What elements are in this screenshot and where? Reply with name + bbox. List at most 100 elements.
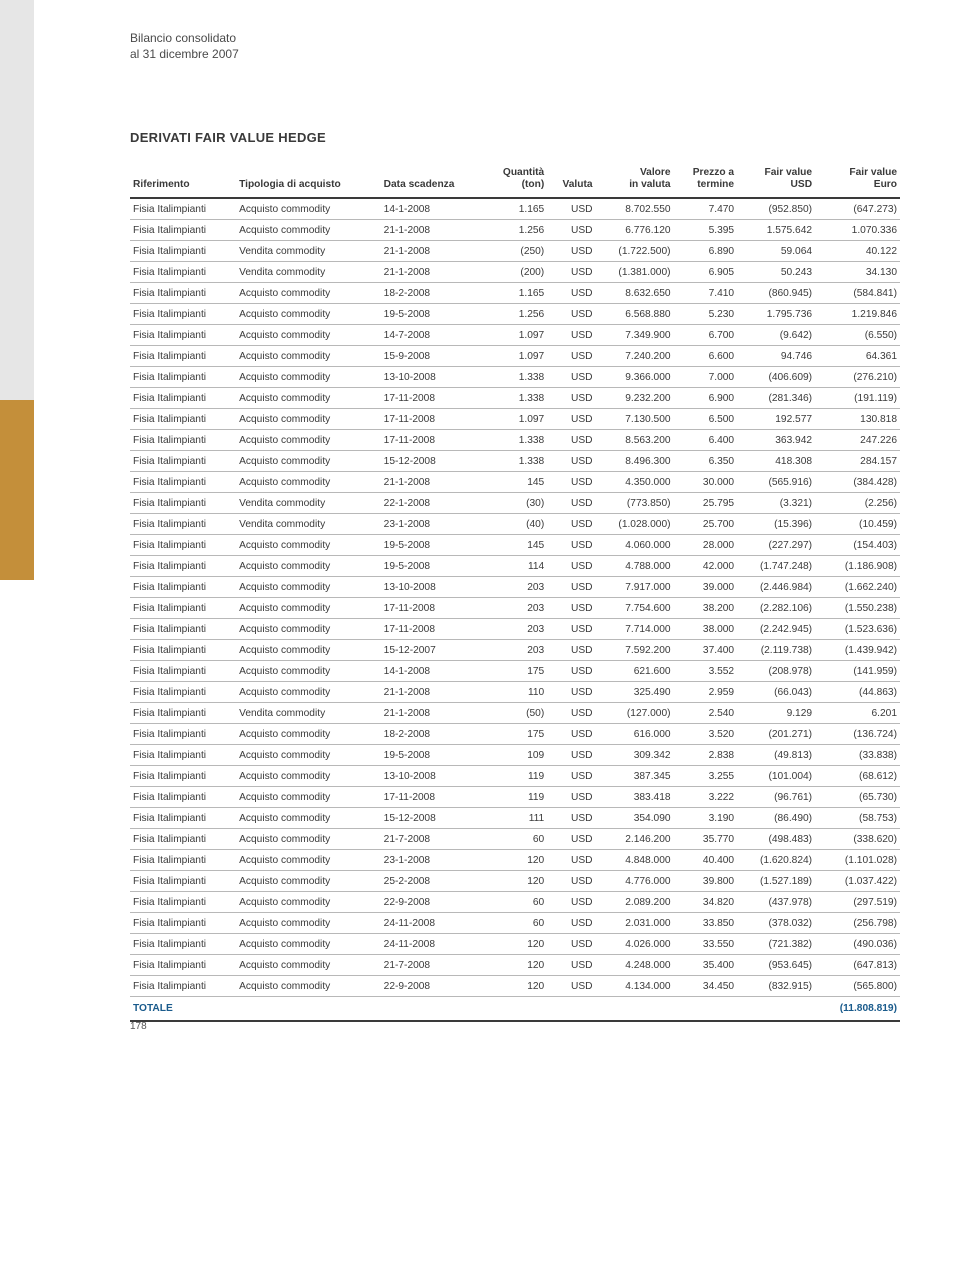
table-cell: 19-5-2008 xyxy=(381,556,484,577)
table-cell: (1.550.238) xyxy=(815,598,900,619)
table-cell: Fisia Italimpianti xyxy=(130,724,236,745)
table-row: Fisia ItalimpiantiAcquisto commodity24-1… xyxy=(130,934,900,955)
table-cell: (565.800) xyxy=(815,976,900,997)
table-cell: Fisia Italimpianti xyxy=(130,976,236,997)
table-cell: Fisia Italimpianti xyxy=(130,430,236,451)
total-label: TOTALE xyxy=(130,997,815,1022)
table-cell: Fisia Italimpianti xyxy=(130,409,236,430)
table-cell: 25.700 xyxy=(674,514,738,535)
table-cell: 1.575.642 xyxy=(737,220,815,241)
table-cell: 60 xyxy=(484,913,548,934)
table-cell: (33.838) xyxy=(815,745,900,766)
table-cell: 2.031.000 xyxy=(596,913,674,934)
table-cell: (1.186.908) xyxy=(815,556,900,577)
table-cell: 22-1-2008 xyxy=(381,493,484,514)
table-cell: (721.382) xyxy=(737,934,815,955)
table-cell: 247.226 xyxy=(815,430,900,451)
table-cell: 9.232.200 xyxy=(596,388,674,409)
table-cell: Fisia Italimpianti xyxy=(130,556,236,577)
table-cell: 387.345 xyxy=(596,766,674,787)
table-cell: 15-12-2008 xyxy=(381,808,484,829)
table-row: Fisia ItalimpiantiAcquisto commodity19-5… xyxy=(130,556,900,577)
table-cell: 18-2-2008 xyxy=(381,724,484,745)
table-cell: 6.400 xyxy=(674,430,738,451)
table-row: Fisia ItalimpiantiAcquisto commodity13-1… xyxy=(130,577,900,598)
table-cell: 24-11-2008 xyxy=(381,934,484,955)
table-cell: 23-1-2008 xyxy=(381,514,484,535)
table-cell: Fisia Italimpianti xyxy=(130,598,236,619)
table-cell: 325.490 xyxy=(596,682,674,703)
table-cell: (68.612) xyxy=(815,766,900,787)
table-row: Fisia ItalimpiantiAcquisto commodity17-1… xyxy=(130,430,900,451)
column-header: Valorein valuta xyxy=(596,163,674,198)
table-cell: (647.273) xyxy=(815,198,900,220)
table-cell: 3.190 xyxy=(674,808,738,829)
table-cell: 3.255 xyxy=(674,766,738,787)
table-cell: 21-1-2008 xyxy=(381,682,484,703)
table-cell: 7.470 xyxy=(674,198,738,220)
table-cell: 21-7-2008 xyxy=(381,955,484,976)
table-cell: 60 xyxy=(484,829,548,850)
table-cell: Fisia Italimpianti xyxy=(130,493,236,514)
table-cell: 13-10-2008 xyxy=(381,367,484,388)
table-cell: 6.776.120 xyxy=(596,220,674,241)
table-row: Fisia ItalimpiantiAcquisto commodity25-2… xyxy=(130,871,900,892)
table-cell: Vendita commodity xyxy=(236,493,381,514)
table-cell: 145 xyxy=(484,535,548,556)
table-row: Fisia ItalimpiantiAcquisto commodity15-1… xyxy=(130,640,900,661)
table-cell: Fisia Italimpianti xyxy=(130,892,236,913)
table-cell: 1.070.336 xyxy=(815,220,900,241)
table-cell: 14-1-2008 xyxy=(381,661,484,682)
table-cell: 21-1-2008 xyxy=(381,703,484,724)
table-cell: USD xyxy=(547,388,595,409)
table-cell: USD xyxy=(547,892,595,913)
table-cell: USD xyxy=(547,556,595,577)
table-cell: 17-11-2008 xyxy=(381,409,484,430)
column-header: Fair valueEuro xyxy=(815,163,900,198)
table-cell: USD xyxy=(547,367,595,388)
table-cell: 175 xyxy=(484,724,548,745)
table-row: Fisia ItalimpiantiAcquisto commodity15-9… xyxy=(130,346,900,367)
table-cell: (201.271) xyxy=(737,724,815,745)
table-cell: USD xyxy=(547,724,595,745)
table-cell: Fisia Italimpianti xyxy=(130,451,236,472)
table-cell: (490.036) xyxy=(815,934,900,955)
table-cell: 21-1-2008 xyxy=(381,262,484,283)
table-cell: 14-7-2008 xyxy=(381,325,484,346)
table-cell: (96.761) xyxy=(737,787,815,808)
table-cell: USD xyxy=(547,829,595,850)
table-cell: Fisia Italimpianti xyxy=(130,472,236,493)
table-cell: 203 xyxy=(484,598,548,619)
table-cell: 4.350.000 xyxy=(596,472,674,493)
table-cell: 7.130.500 xyxy=(596,409,674,430)
table-cell: 6.600 xyxy=(674,346,738,367)
table-cell: 6.900 xyxy=(674,388,738,409)
table-cell: USD xyxy=(547,766,595,787)
table-cell: 5.230 xyxy=(674,304,738,325)
table-cell: 59.064 xyxy=(737,241,815,262)
table-cell: (1.523.636) xyxy=(815,619,900,640)
table-cell: USD xyxy=(547,850,595,871)
table-cell: (136.724) xyxy=(815,724,900,745)
table-row: Fisia ItalimpiantiAcquisto commodity21-7… xyxy=(130,829,900,850)
section-title: DERIVATI FAIR VALUE HEDGE xyxy=(130,130,900,145)
side-bar-grey xyxy=(0,0,34,400)
table-cell: 7.410 xyxy=(674,283,738,304)
table-cell: 383.418 xyxy=(596,787,674,808)
table-cell: Fisia Italimpianti xyxy=(130,514,236,535)
table-cell: 15-12-2007 xyxy=(381,640,484,661)
table-cell: 1.338 xyxy=(484,430,548,451)
table-row: Fisia ItalimpiantiAcquisto commodity17-1… xyxy=(130,619,900,640)
table-cell: (2.119.738) xyxy=(737,640,815,661)
table-cell: 130.818 xyxy=(815,409,900,430)
table-cell: 616.000 xyxy=(596,724,674,745)
table-row: Fisia ItalimpiantiAcquisto commodity13-1… xyxy=(130,367,900,388)
table-cell: (437.978) xyxy=(737,892,815,913)
table-cell: Acquisto commodity xyxy=(236,871,381,892)
table-cell: USD xyxy=(547,640,595,661)
table-cell: (297.519) xyxy=(815,892,900,913)
table-cell: 111 xyxy=(484,808,548,829)
table-cell: (953.645) xyxy=(737,955,815,976)
table-cell: 28.000 xyxy=(674,535,738,556)
table-cell: (2.256) xyxy=(815,493,900,514)
